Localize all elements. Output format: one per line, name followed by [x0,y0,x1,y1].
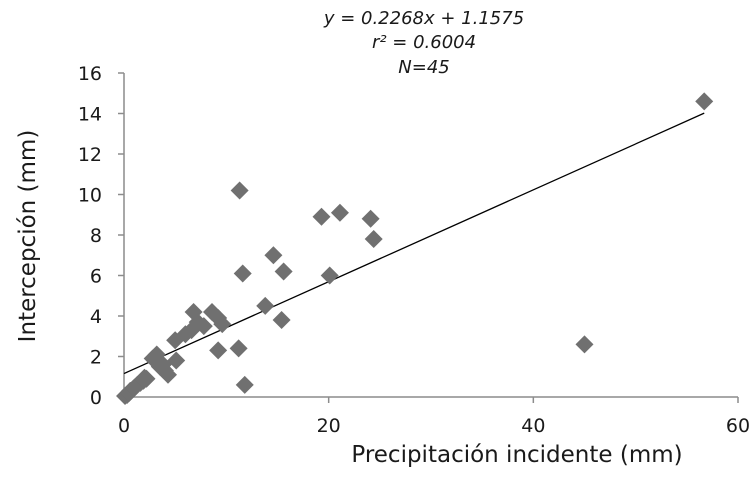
data-point [312,207,331,226]
data-point [256,296,275,315]
y-tick-label: 4 [90,306,102,328]
points-layer [116,92,714,405]
y-tick-label: 10 [78,185,102,207]
y-tick-label: 8 [90,225,102,247]
y-tick-label: 0 [90,387,102,409]
data-point [695,92,714,111]
data-point [135,368,154,387]
data-point [330,203,349,222]
data-point [264,246,283,265]
annotation-n: N=45 [398,57,449,78]
y-tick-label: 12 [78,144,102,166]
y-axis-title: Intercepción (mm) [15,130,41,343]
data-point [361,209,380,228]
data-point [233,264,252,283]
data-point [230,181,249,200]
annotation-r-squared: r² = 0.6004 [372,32,476,53]
x-tick-label: 20 [317,415,341,437]
trendline [123,112,705,375]
data-point [320,266,339,285]
x-axis-title: Precipitación incidente (mm) [351,442,682,468]
annotation-equation: y = 0.2268x + 1.1575 [323,8,524,29]
data-point [575,335,594,354]
data-point [274,262,293,281]
data-point [272,311,291,330]
data-point [209,341,228,360]
y-tick-label: 14 [78,104,102,126]
trendline-layer [123,112,705,375]
y-tick-label: 2 [90,347,102,369]
data-point [125,378,144,397]
x-tick-label: 0 [118,415,130,437]
data-point [213,315,232,334]
data-point [235,375,254,394]
data-point [167,351,186,370]
data-point [364,230,383,249]
y-tick-label: 6 [90,266,102,288]
axes: 0 2 4 6 8 10 12 14 16 0 20 40 60 [78,63,750,437]
y-tick-label: 16 [78,63,102,85]
data-point [229,339,248,358]
data-point [176,325,195,344]
data-point [153,355,172,374]
x-tick-label: 60 [726,415,750,437]
data-point [194,317,213,336]
x-tick-label: 40 [521,415,545,437]
